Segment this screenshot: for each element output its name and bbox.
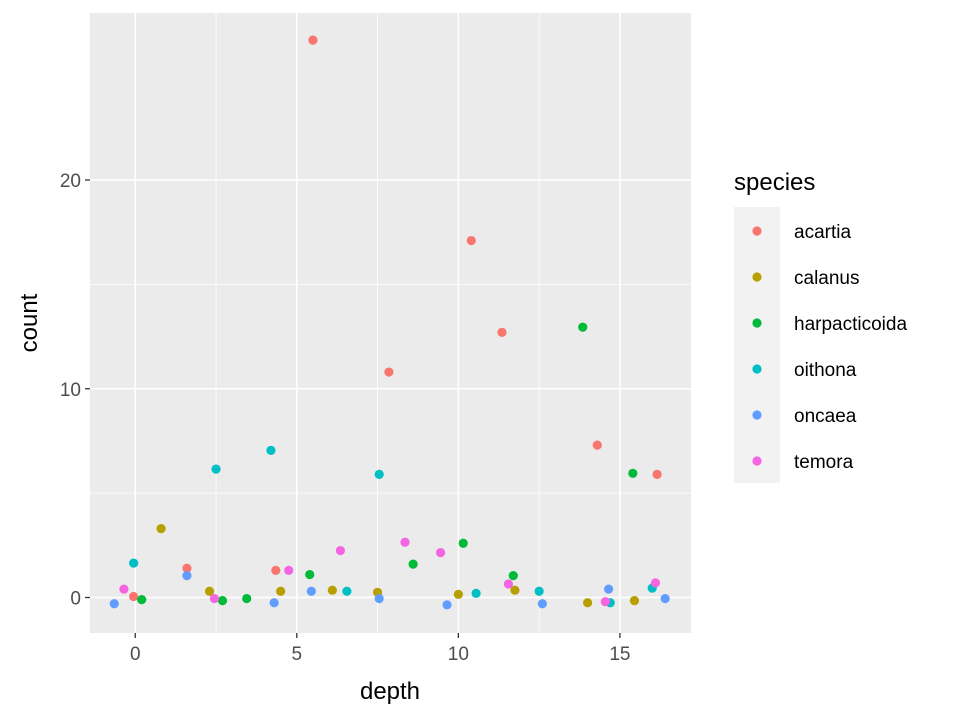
data-point-temora (600, 597, 610, 607)
data-point-calanus (453, 589, 463, 599)
data-point-oncaea (660, 593, 670, 604)
data-point-temora (435, 548, 446, 558)
legend-label-temora: temora (794, 452, 854, 473)
x-axis-title: depth (360, 678, 420, 705)
data-point-oithona (342, 586, 352, 596)
data-point-temora (335, 545, 346, 556)
data-point-acartia (182, 563, 192, 573)
x-axis: 0 5 10 15 (130, 633, 630, 665)
data-point-temora (209, 593, 220, 604)
legend: species acartia calanus harpacticoida oitho… (734, 169, 907, 483)
data-point-harpacticoida (217, 596, 228, 606)
data-point-harpacticoida (508, 570, 518, 581)
legend-items: acartia calanus harpacticoida oithona oncaea… (752, 222, 907, 473)
legend-key-background (734, 207, 780, 483)
data-point-oncaea (374, 593, 384, 604)
data-point-temora (400, 537, 410, 547)
plot-panel (90, 13, 691, 633)
x-tick-label: 5 (292, 644, 303, 665)
data-point-harpacticoida (628, 468, 638, 478)
data-point-calanus (583, 598, 593, 608)
data-point-harpacticoida (408, 559, 418, 569)
data-point-calanus (276, 586, 286, 596)
data-point-calanus (629, 596, 640, 606)
data-point-acartia (308, 35, 318, 45)
data-point-calanus (156, 524, 166, 534)
data-point-harpacticoida (137, 594, 147, 605)
data-points (109, 35, 670, 610)
data-point-harpacticoida (458, 538, 468, 548)
data-point-acartia (652, 469, 662, 479)
legend-key-oithona (752, 364, 762, 374)
data-point-acartia (592, 440, 602, 450)
grid-minor (90, 13, 691, 633)
data-point-oncaea (537, 599, 547, 609)
data-point-oncaea (269, 598, 279, 608)
legend-key-acartia (752, 226, 762, 236)
y-tick-label: 10 (60, 380, 81, 401)
data-point-temora (119, 584, 129, 594)
data-point-oithona (266, 445, 276, 455)
legend-label-calanus: calanus (794, 268, 860, 289)
data-point-acartia (129, 591, 139, 602)
data-point-calanus (327, 585, 337, 595)
legend-label-oithona: oithona (794, 360, 857, 381)
data-point-oithona (374, 469, 384, 479)
x-tick-label: 15 (609, 644, 630, 665)
data-point-acartia (271, 565, 281, 575)
data-point-oncaea (604, 584, 614, 594)
legend-key-calanus (752, 272, 762, 282)
x-tick-label: 10 (448, 644, 469, 665)
y-axis: 0 10 20 (60, 171, 90, 610)
legend-key-temora (752, 456, 762, 466)
y-tick-label: 20 (60, 171, 81, 192)
grid-major (90, 13, 691, 633)
legend-title: species (734, 169, 815, 196)
data-point-oithona (534, 586, 544, 596)
data-point-acartia (384, 367, 394, 377)
data-point-calanus (510, 585, 520, 595)
legend-key-harpacticoida (752, 318, 762, 328)
x-tick-label: 0 (130, 644, 141, 665)
data-point-harpacticoida (242, 593, 252, 604)
data-point-oithona (211, 464, 221, 474)
data-point-acartia (497, 327, 507, 337)
data-point-oncaea (109, 599, 119, 609)
y-tick-label: 0 (70, 589, 81, 610)
data-point-acartia (466, 235, 476, 246)
data-point-oncaea (306, 586, 316, 596)
legend-key-oncaea (752, 410, 762, 420)
legend-label-harpacticoida: harpacticoida (794, 314, 907, 335)
data-point-oithona (471, 588, 481, 598)
data-point-oncaea (442, 600, 452, 610)
legend-label-acartia: acartia (794, 222, 851, 243)
data-point-harpacticoida (578, 322, 588, 332)
y-axis-title: count (16, 293, 43, 352)
data-point-calanus (204, 586, 215, 596)
data-point-oithona (129, 558, 139, 568)
data-point-temora (284, 565, 294, 575)
data-point-temora (503, 579, 514, 589)
data-point-harpacticoida (305, 569, 315, 580)
data-point-oncaea (182, 570, 192, 581)
data-point-temora (650, 578, 661, 588)
legend-label-oncaea: oncaea (794, 406, 857, 427)
